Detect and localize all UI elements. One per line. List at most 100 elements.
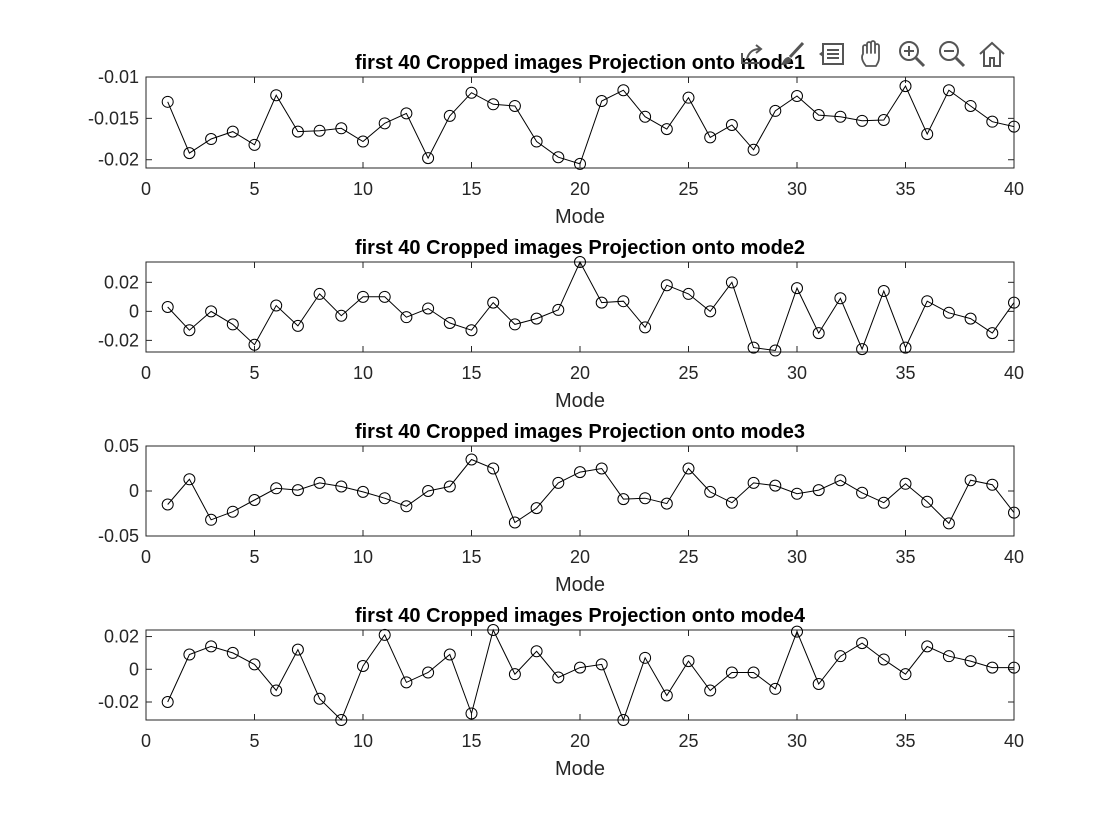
y-tick-label: -0.05 (98, 526, 139, 546)
data-point (530, 312, 543, 325)
x-tick-label: 5 (249, 179, 259, 199)
x-tick-label: 15 (461, 363, 481, 383)
zoom-out-icon (939, 41, 966, 68)
data-point (986, 661, 999, 674)
data-point (248, 138, 261, 151)
data-point (921, 495, 934, 508)
data-point (856, 486, 869, 499)
y-tick-label: 0 (129, 301, 139, 321)
subplot-title: first 40 Cropped images Projection onto … (355, 237, 805, 259)
data-point (747, 341, 760, 354)
data-point (942, 306, 955, 319)
x-tick-label: 20 (570, 731, 590, 751)
x-tick-label: 15 (461, 731, 481, 751)
data-tips-button[interactable] (815, 37, 849, 71)
data-point (921, 640, 934, 653)
y-tick-label: 0 (129, 659, 139, 679)
x-tick-label: 25 (678, 731, 698, 751)
data-point (834, 292, 847, 305)
brush-icon (781, 41, 805, 65)
x-axis-label: Mode (555, 758, 605, 780)
data-point (574, 256, 586, 268)
x-tick-label: 40 (1004, 363, 1024, 383)
x-tick-label: 40 (1004, 179, 1024, 199)
data-point (921, 295, 934, 308)
data-point (704, 131, 717, 144)
subplot-title: first 40 Cropped images Projection onto … (355, 605, 806, 627)
x-axis-label: Mode (555, 574, 605, 596)
data-point (769, 344, 782, 357)
data-point (378, 117, 391, 130)
x-tick-label: 5 (249, 363, 259, 383)
data-point (465, 324, 478, 337)
export-button[interactable] (735, 37, 769, 71)
data-point (552, 476, 565, 489)
data-point (617, 493, 630, 506)
pan-icon (861, 40, 880, 67)
x-tick-label: 5 (249, 547, 259, 567)
x-tick-label: 30 (787, 179, 807, 199)
data-point (791, 487, 803, 500)
data-point (357, 290, 369, 303)
axes-box (145, 445, 1015, 537)
data-point (639, 651, 652, 664)
data-point (682, 655, 695, 668)
data-point (574, 466, 586, 479)
data-point (791, 90, 803, 103)
home-button[interactable] (975, 37, 1009, 71)
axes-box (145, 76, 1015, 169)
data-point (487, 624, 500, 636)
data-point (226, 318, 239, 331)
data-point (183, 147, 196, 160)
data-point (291, 643, 304, 656)
subplot-1: 0 5 10 15 20 25 30 35 40 -0.01 -0.015 -0.02 first 40… (88, 52, 1024, 228)
data-point (964, 655, 977, 668)
data-point (660, 279, 673, 292)
data-point (183, 648, 196, 661)
zoom-in-button[interactable] (895, 37, 929, 71)
data-point (942, 84, 955, 97)
y-tick-label: 0 (129, 481, 139, 501)
data-point (704, 305, 717, 318)
brush-button[interactable] (775, 37, 809, 71)
axes-toolbar (735, 36, 1009, 72)
data-point (899, 341, 912, 354)
data-point (487, 296, 500, 309)
x-tick-label: 0 (141, 363, 151, 383)
data-point (443, 316, 456, 329)
data-point (725, 276, 738, 289)
data-point (986, 115, 999, 128)
x-tick-label: 25 (678, 179, 698, 199)
data-point (205, 305, 218, 318)
data-point (378, 290, 391, 303)
data-point (812, 484, 825, 497)
data-point (682, 91, 695, 104)
series-line (167, 260, 1015, 352)
data-point (465, 453, 478, 466)
data-point (226, 125, 239, 138)
data-point (812, 678, 825, 690)
y-tick-label: -0.02 (98, 150, 139, 170)
data-point (964, 474, 977, 487)
data-point (161, 498, 174, 511)
x-tick-label: 0 (141, 547, 151, 567)
x-tick-label: 40 (1004, 731, 1024, 751)
data-point (964, 312, 977, 325)
pan-button[interactable] (855, 37, 889, 71)
zoom-out-button[interactable] (935, 37, 969, 71)
data-point (400, 107, 413, 120)
data-point (877, 114, 890, 127)
data-point (270, 89, 283, 102)
data-point (335, 309, 348, 322)
data-point (291, 319, 304, 332)
data-point (769, 682, 782, 695)
y-tick-label: 0.02 (104, 272, 139, 292)
data-point (595, 658, 608, 671)
data-point (725, 118, 738, 131)
data-point (660, 123, 673, 136)
data-point (1008, 661, 1020, 674)
export-icon (741, 44, 763, 64)
